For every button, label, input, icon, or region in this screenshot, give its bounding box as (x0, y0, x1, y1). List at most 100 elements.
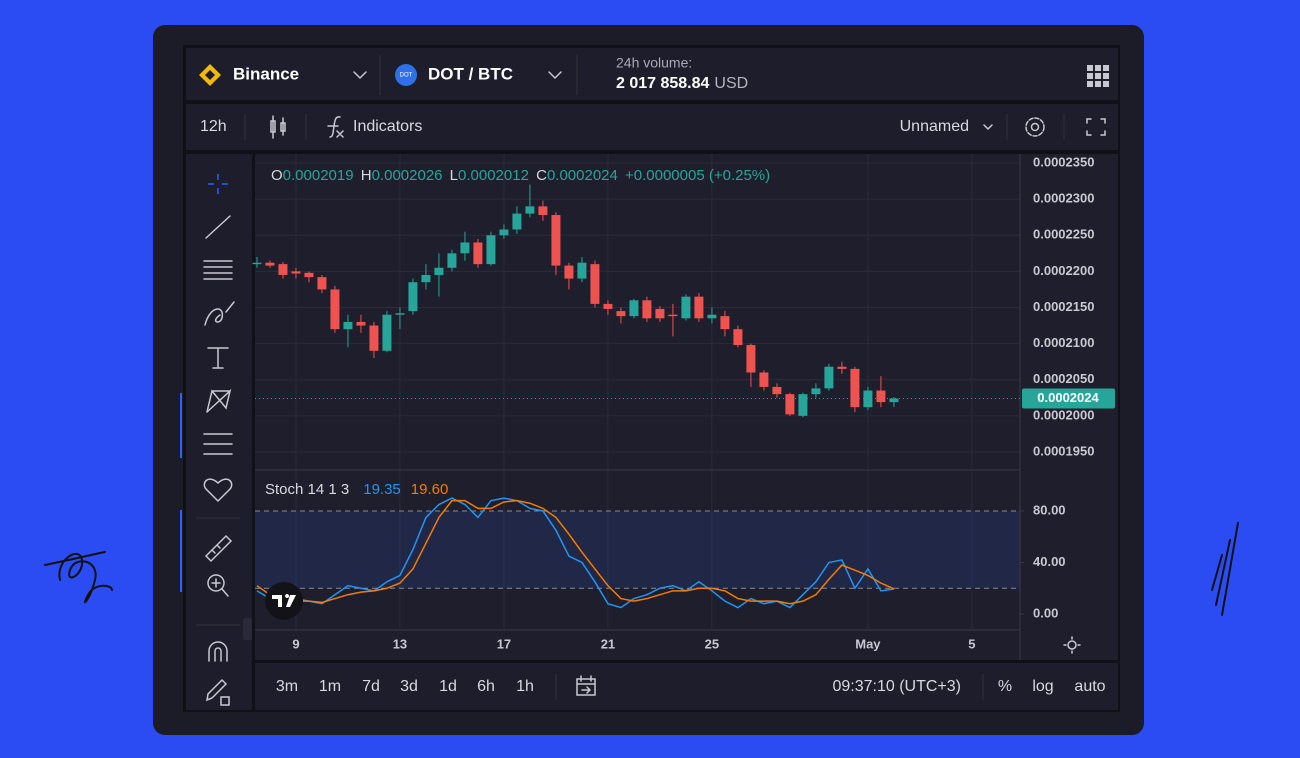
fx-icon (327, 116, 344, 138)
fib-tool[interactable] (203, 260, 233, 280)
candle-body (486, 235, 496, 265)
candle-body (772, 386, 782, 395)
candle-body (291, 271, 301, 274)
chevron (548, 71, 562, 80)
interval[interactable]: 12h (200, 118, 227, 135)
y-tick-label: 0.0002350 (1033, 154, 1094, 169)
indicators: Indicators (353, 118, 422, 135)
candle-body (616, 311, 626, 317)
range-button[interactable]: 1h (516, 678, 534, 695)
time-axis-settings[interactable] (1063, 636, 1081, 654)
volume-label: 24h volume: (616, 55, 692, 71)
layout-button[interactable] (1087, 65, 1109, 87)
collapse-button[interactable] (243, 618, 252, 640)
y-tick-label: 0.0002200 (1033, 263, 1094, 278)
lock-tool[interactable] (206, 678, 230, 706)
text-tool[interactable] (207, 347, 229, 369)
candle-body (811, 388, 821, 395)
range-button[interactable]: 7d (362, 678, 380, 695)
candle-body (499, 229, 509, 236)
candle-body (720, 316, 730, 330)
ruler-tool[interactable] (204, 534, 233, 563)
prediction-tool[interactable] (203, 433, 233, 455)
candle-body (369, 325, 379, 351)
x-tick-label: 13 (393, 636, 407, 651)
ohlc-change: +0.0000005 (+0.25%) (625, 167, 770, 184)
candle-body (837, 366, 847, 369)
volume-value: 2 017 858.84 (616, 75, 710, 92)
y-tick-label: 0.0002000 (1033, 407, 1094, 422)
candle-body (759, 372, 769, 387)
scale-option[interactable]: % (998, 678, 1012, 695)
exchange-select[interactable]: Binance (199, 64, 367, 86)
candle-body (317, 277, 327, 290)
y-tick-label: 0.0001950 (1033, 443, 1094, 458)
grid-cell (1087, 73, 1093, 79)
ohlc-value: 0.0002024 (547, 167, 618, 184)
candle-body (460, 242, 470, 254)
candle-body (733, 329, 743, 346)
zoom-tool[interactable] (207, 574, 229, 597)
pair-select[interactable]: DOT DOT / BTC (395, 64, 562, 86)
candle-body (629, 300, 639, 317)
candle-body (850, 368, 860, 408)
x-tick-label: 21 (601, 636, 615, 651)
chart-type-button[interactable] (270, 115, 286, 139)
ohlc-value: 0.0002026 (372, 167, 443, 184)
ohlc-legend: O0.0002019 H0.0002026 L0.0002012 C0.0002… (271, 167, 770, 184)
drawing-tools (186, 154, 252, 710)
layout-select[interactable]: Unnamed (900, 118, 993, 135)
scale-option[interactable]: auto (1074, 678, 1105, 695)
magnet-tool[interactable] (208, 641, 228, 662)
scale-options: % log auto (998, 678, 1106, 695)
stoch-legend: Stoch 14 1 3 19.35 19.60 (265, 481, 448, 498)
candle-body (694, 296, 704, 319)
goto-date[interactable] (576, 675, 596, 696)
grid-cell (1095, 65, 1101, 71)
scale-option[interactable]: log (1032, 678, 1053, 695)
y-tick-label: 0.0002250 (1033, 227, 1094, 242)
candle-body (252, 262, 262, 265)
candle-body (668, 314, 678, 317)
range-button[interactable]: 3d (400, 678, 418, 695)
candle-body (395, 313, 405, 315)
volume-unit: USD (714, 75, 748, 92)
candle-body (434, 267, 444, 275)
grid-cell (1087, 81, 1093, 87)
binance-logo (199, 64, 221, 86)
range-button[interactable]: 1m (319, 678, 341, 695)
chart-toolbar (186, 104, 1118, 150)
ohlc-value: 0.0002012 (458, 167, 529, 184)
range-button[interactable]: 3m (276, 678, 298, 695)
logo-mark (272, 594, 296, 607)
tv-logo (265, 582, 303, 620)
range-button[interactable]: 1d (439, 678, 457, 695)
stoch-line (256, 497, 895, 609)
favorites-tool[interactable] (203, 478, 233, 503)
pattern-tool[interactable] (206, 388, 232, 413)
candle-body (551, 215, 561, 266)
candle-body (473, 242, 483, 265)
line-tool[interactable] (205, 215, 231, 239)
candle-body (538, 206, 548, 216)
candle-body (382, 314, 392, 351)
indicators-button[interactable]: Indicators (327, 116, 422, 138)
range-button[interactable]: 6h (477, 678, 495, 695)
crosshair-tool[interactable] (208, 174, 228, 194)
y-tick-label: 80.00 (1033, 502, 1066, 517)
candle-body (330, 289, 340, 330)
candle-body (655, 308, 665, 319)
candle-body (707, 314, 717, 319)
logo-circle (265, 582, 303, 620)
exchange-name: Binance (233, 64, 299, 83)
settings-button[interactable] (1025, 117, 1045, 137)
doodle (1211, 522, 1239, 616)
fullscreen-button[interactable] (1086, 118, 1106, 136)
grid-cell (1095, 73, 1101, 79)
brush-tool[interactable] (204, 301, 235, 326)
grid (255, 154, 1024, 630)
y-tick-label: 0.0002050 (1033, 371, 1094, 386)
ohlc-letter: H (361, 167, 372, 184)
last-price-label: 0.0002024 (1037, 390, 1099, 405)
